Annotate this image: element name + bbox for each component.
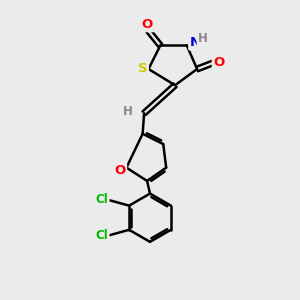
Text: S: S (138, 62, 148, 75)
Text: O: O (114, 164, 126, 177)
Text: Cl: Cl (95, 229, 108, 242)
Text: Cl: Cl (95, 193, 108, 206)
Text: H: H (123, 105, 133, 118)
Text: N: N (190, 36, 201, 49)
Text: H: H (198, 32, 208, 46)
Text: O: O (142, 18, 153, 31)
Text: O: O (213, 56, 224, 69)
